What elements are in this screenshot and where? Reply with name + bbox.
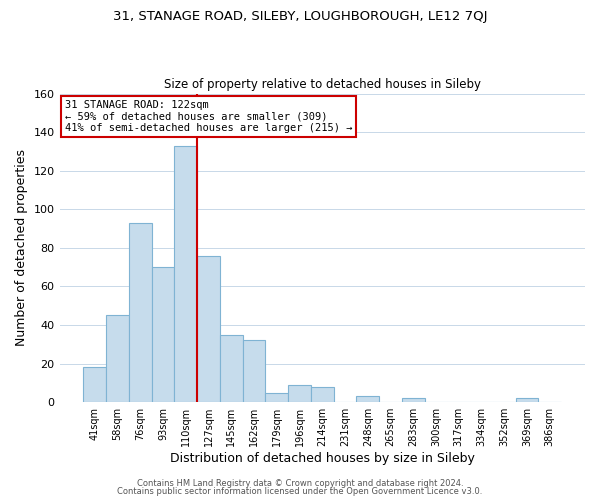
Bar bbox=[356, 396, 379, 402]
Bar bbox=[129, 223, 152, 402]
Bar bbox=[311, 387, 334, 402]
Bar bbox=[515, 398, 538, 402]
Bar bbox=[288, 385, 311, 402]
Text: Contains public sector information licensed under the Open Government Licence v3: Contains public sector information licen… bbox=[118, 487, 482, 496]
Bar bbox=[83, 368, 106, 402]
X-axis label: Distribution of detached houses by size in Sileby: Distribution of detached houses by size … bbox=[170, 452, 475, 465]
Bar bbox=[242, 340, 265, 402]
Bar bbox=[175, 146, 197, 402]
Title: Size of property relative to detached houses in Sileby: Size of property relative to detached ho… bbox=[164, 78, 481, 91]
Bar bbox=[197, 256, 220, 402]
Bar bbox=[265, 392, 288, 402]
Y-axis label: Number of detached properties: Number of detached properties bbox=[15, 150, 28, 346]
Bar bbox=[220, 334, 242, 402]
Text: 31 STANAGE ROAD: 122sqm
← 59% of detached houses are smaller (309)
41% of semi-d: 31 STANAGE ROAD: 122sqm ← 59% of detache… bbox=[65, 100, 352, 133]
Text: 31, STANAGE ROAD, SILEBY, LOUGHBOROUGH, LE12 7QJ: 31, STANAGE ROAD, SILEBY, LOUGHBOROUGH, … bbox=[113, 10, 487, 23]
Text: Contains HM Land Registry data © Crown copyright and database right 2024.: Contains HM Land Registry data © Crown c… bbox=[137, 478, 463, 488]
Bar bbox=[106, 316, 129, 402]
Bar bbox=[402, 398, 425, 402]
Bar bbox=[152, 267, 175, 402]
